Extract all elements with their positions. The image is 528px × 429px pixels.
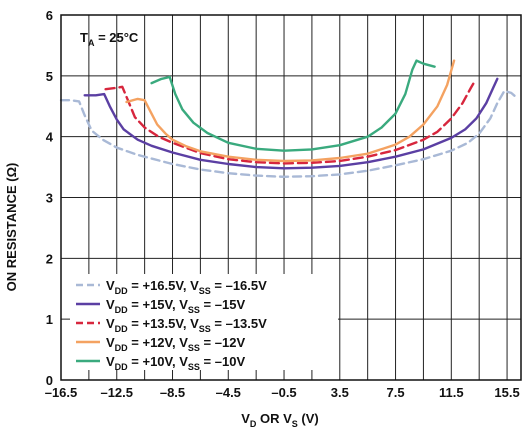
legend-label-2: VDD = +15V, VSS = –15V — [106, 297, 245, 315]
series-line-5 — [150, 59, 436, 152]
annotation-label: TA = 25°C — [80, 30, 139, 48]
x-tick-label: –4.5 — [216, 385, 241, 400]
series-lines — [59, 59, 520, 178]
y-tick-label: 4 — [46, 130, 54, 145]
series-line-3 — [104, 79, 477, 165]
plot-frame — [60, 14, 522, 381]
y-tick-label: 6 — [46, 8, 53, 23]
x-tick-label: 3.5 — [331, 385, 349, 400]
x-tick-label: –8.5 — [160, 385, 185, 400]
y-tick-label: 1 — [46, 312, 53, 327]
series-line-2 — [83, 77, 499, 170]
y-tick-label: 3 — [46, 191, 53, 206]
x-tick-label: –0.5 — [271, 385, 296, 400]
series-line-4 — [125, 59, 456, 163]
legend-label-3: VDD = +13.5V, VSS = –13.5V — [106, 316, 267, 334]
ticks: 0 1 2 3 4 5 6 –16.5 –12.5 –8.5 –4.5 –0.5 3.5 7.5 11.5 1… — [45, 8, 520, 400]
annotation: TA = 25°C — [80, 30, 139, 48]
y-tick-label: 2 — [46, 251, 53, 266]
x-tick-label: –16.5 — [45, 385, 78, 400]
y-axis-label: ON RESISTANCE (Ω) — [4, 163, 19, 292]
y-tick-label: 5 — [46, 69, 53, 84]
y-tick-label: 0 — [46, 373, 53, 388]
legend-label-1: VDD = +16.5V, VSS = –16.5V — [106, 278, 267, 296]
grid — [60, 14, 521, 381]
series-line-1 — [59, 89, 520, 178]
x-tick-label: 15.5 — [494, 385, 519, 400]
x-tick-label: –12.5 — [100, 385, 133, 400]
legend-background — [70, 274, 338, 370]
legend-label-4: VDD = +12V, VSS = –12V — [106, 335, 245, 353]
x-axis-label: VD OR VS (V) — [241, 411, 319, 429]
x-tick-label: 7.5 — [387, 385, 405, 400]
x-tick-label: 11.5 — [439, 385, 464, 400]
legend-label-5: VDD = +10V, VSS = –10V — [106, 354, 245, 372]
